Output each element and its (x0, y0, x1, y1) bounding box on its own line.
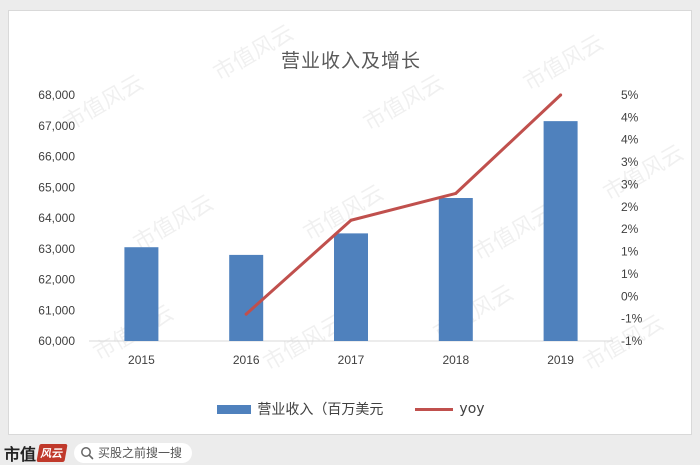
y-right-tick-label: -1% (621, 334, 643, 348)
x-tick-label: 2018 (442, 353, 469, 367)
point-yoy-2018 (454, 191, 458, 195)
legend-item-revenue: 营业收入（百万美元 (217, 399, 383, 419)
y-left-tick-label: 65,000 (38, 180, 75, 194)
bar-revenue-2018 (438, 198, 473, 341)
y-left-tick-label: 61,000 (38, 303, 75, 317)
brand-text: 市值 (4, 444, 37, 464)
legend-label-yoy: yoy (459, 401, 485, 417)
y-right-tick-label: 1% (621, 267, 639, 281)
legend-swatch-yoy (415, 407, 454, 411)
x-tick-label: 2017 (338, 353, 365, 367)
bar-revenue-2016 (229, 254, 264, 341)
legend-swatch-revenue (217, 404, 252, 414)
x-tick-label: 2019 (547, 353, 574, 367)
brand-stamp: 风云 (36, 443, 68, 462)
y-left-tick-label: 68,000 (38, 88, 75, 102)
bar-revenue-2015 (124, 247, 159, 341)
y-left-tick-label: 67,000 (38, 119, 75, 133)
y-left-tick-label: 60,000 (38, 334, 75, 348)
y-left-tick-label: 63,000 (38, 242, 75, 256)
bar-revenue-2017 (334, 233, 368, 341)
point-yoy-2016 (244, 312, 248, 316)
legend-item-yoy: yoy (415, 401, 485, 417)
x-tick-label: 2015 (128, 353, 155, 367)
series-line-yoy (244, 93, 563, 316)
y-right-tick-label: 5% (621, 88, 639, 102)
x-tick-label: 2016 (233, 353, 260, 367)
watermark-text: 市值风云 (600, 141, 689, 207)
y-right-tick-label: 3% (621, 155, 639, 169)
y-left-tick-label: 62,000 (38, 273, 75, 287)
y-left-tick-label: 66,000 (38, 150, 75, 164)
y-right-tick-label: 4% (621, 133, 639, 147)
bar-revenue-2019 (543, 121, 578, 341)
legend-label-revenue: 营业收入（百万美元 (257, 402, 384, 418)
brand-logo: 市值 风云 (4, 441, 68, 465)
y-left-tick-label: 64,000 (38, 211, 75, 225)
y-right-tick-label: 4% (621, 110, 639, 124)
axis-layer: 60,000 61,000 62,000 63,000 64,000 65,000 66,0… (38, 88, 642, 367)
chart-card: 市值风云 市值风云 市值风云 市值风云 市值风云 市值风云 市值风云 市值风云 市值风云 市值风云… (8, 10, 692, 435)
point-yoy-2017 (349, 218, 353, 222)
y-right-tick-label: 2% (621, 222, 639, 236)
footer-bar: 市值 风云 买股之前搜一搜 (0, 440, 700, 465)
y-right-tick-label: 1% (621, 245, 639, 259)
search-icon (81, 446, 94, 459)
bar-layer (124, 121, 578, 341)
y-right-tick-label: 3% (621, 177, 639, 191)
chart-title: 营业收入及增长 (280, 50, 421, 72)
watermark-text: 市值风云 (360, 71, 449, 137)
search-placeholder: 买股之前搜一搜 (98, 446, 183, 460)
point-yoy-2019 (559, 93, 563, 97)
watermark-text: 市值风云 (130, 191, 219, 257)
y-right-tick-label: -1% (621, 312, 643, 326)
line-layer (244, 93, 563, 316)
y-right-tick-label: 0% (621, 289, 639, 303)
search-box[interactable]: 买股之前搜一搜 (74, 442, 193, 463)
y-right-tick-label: 2% (621, 200, 639, 214)
chart-legend: 营业收入（百万美元 yoy (9, 399, 693, 419)
